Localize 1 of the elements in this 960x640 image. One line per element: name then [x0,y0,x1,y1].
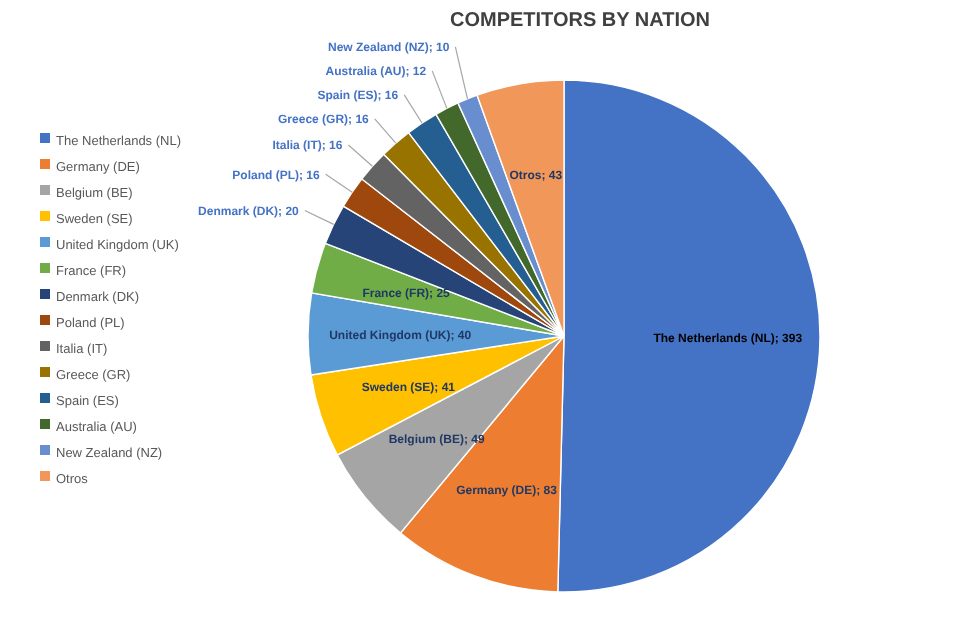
chart-title: COMPETITORS BY NATION [449,10,711,32]
